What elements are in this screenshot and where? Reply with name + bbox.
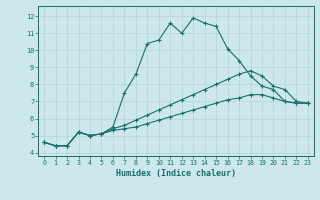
X-axis label: Humidex (Indice chaleur): Humidex (Indice chaleur) [116,169,236,178]
